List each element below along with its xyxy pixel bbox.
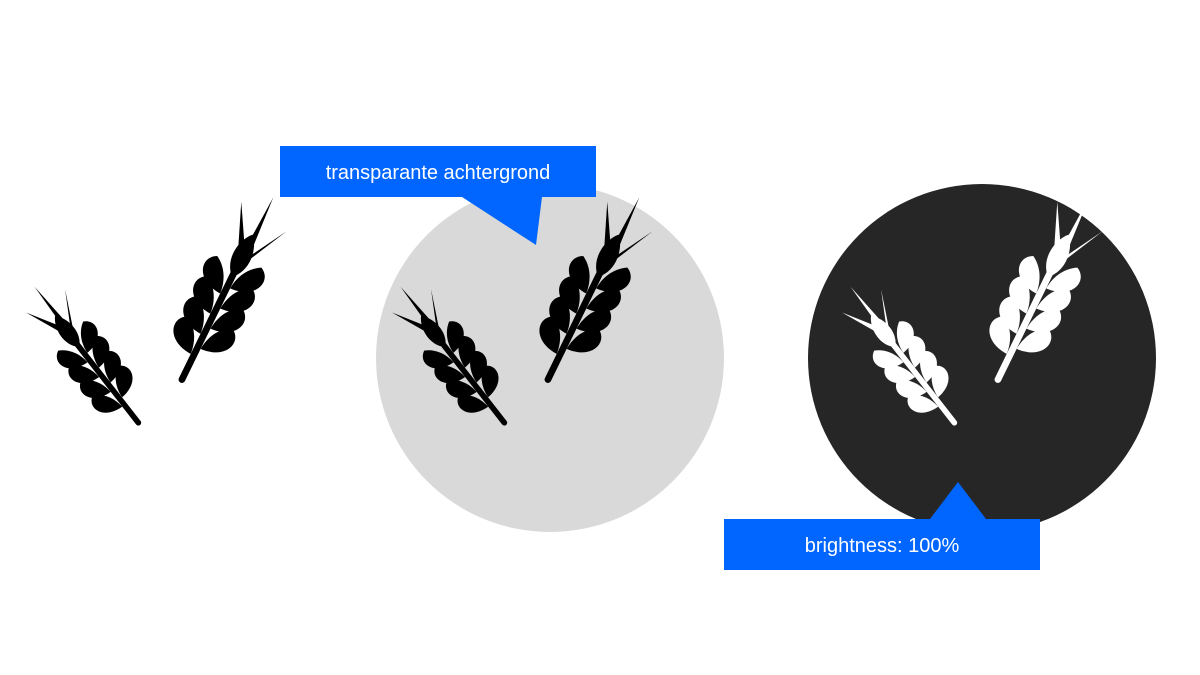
callout-label: transparante achtergrond: [325, 162, 551, 184]
light-circle-background: [376, 184, 724, 532]
dark-circle-background: [808, 184, 1156, 532]
callout-label: brightness: 100%: [804, 535, 960, 557]
callout-box: [280, 146, 596, 245]
callout-box: [724, 482, 1040, 570]
callout-transparent-background: [280, 146, 596, 245]
callout-brightness: [724, 482, 1040, 570]
